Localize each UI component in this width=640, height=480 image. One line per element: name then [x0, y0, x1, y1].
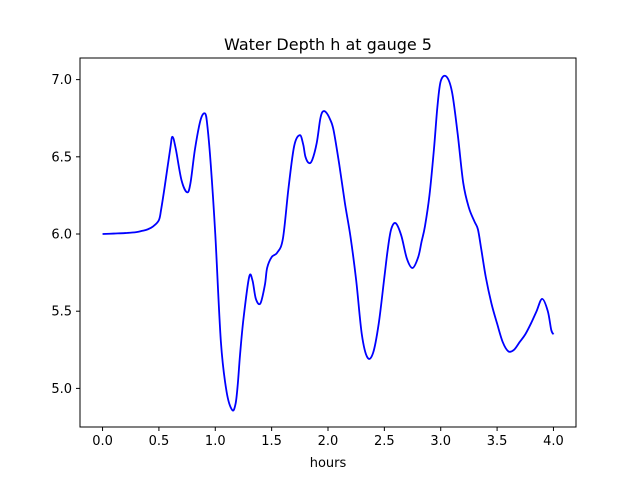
y-tick-label: 7.0	[51, 73, 72, 88]
x-tick-label: 1.5	[261, 434, 282, 449]
y-tick-label: 5.0	[51, 382, 72, 397]
x-tick-label: 1.0	[205, 434, 226, 449]
y-tick-label: 6.5	[51, 150, 72, 165]
x-tick-label: 0.5	[149, 434, 170, 449]
plot-area: 0.0 0.5 1.0 1.5 2.0 2.5 3.0 3.5 4.0 5.0 5.5 6.0 6.5 7…	[51, 57, 577, 449]
x-tick-label: 0.0	[92, 434, 113, 449]
x-tick-label: 2.0	[318, 434, 339, 449]
x-tick-label: 4.0	[543, 434, 564, 449]
y-tick-label: 5.5	[51, 305, 72, 320]
x-tick-label: 3.5	[487, 434, 508, 449]
y-tick-label: 6.0	[51, 228, 72, 243]
x-tick-label: 2.5	[374, 434, 395, 449]
series-line-0	[102, 74, 555, 412]
x-tick-label: 3.0	[430, 434, 451, 449]
x-axis-label: hours	[310, 456, 347, 471]
plot-frame	[79, 57, 577, 428]
chart-title: Water Depth h at gauge 5	[224, 35, 432, 54]
